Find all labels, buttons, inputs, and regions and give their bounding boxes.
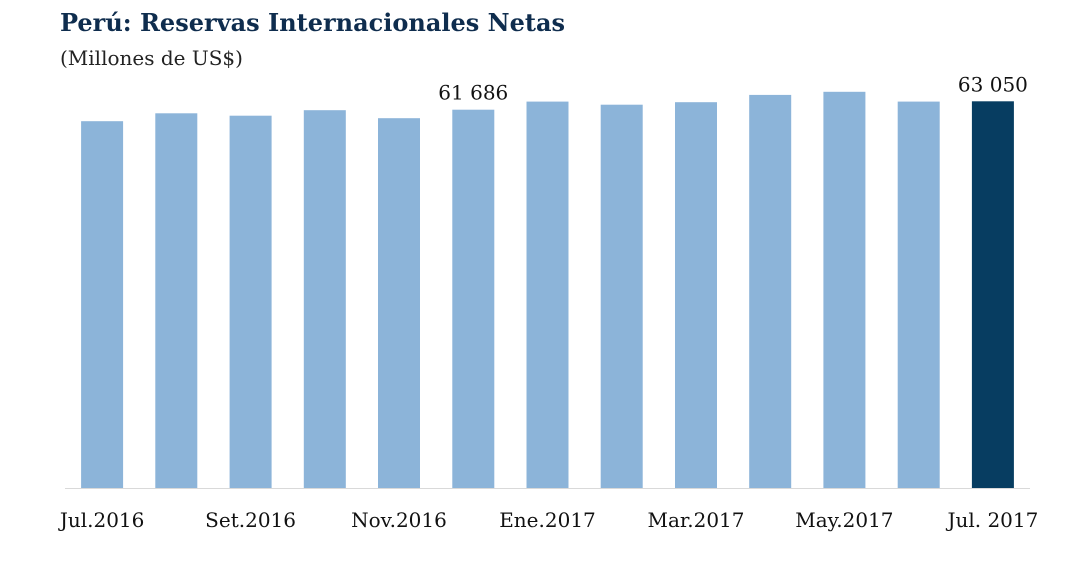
x-tick-label: Mar.2017 [647, 508, 744, 532]
bar-jul-2017 [971, 101, 1014, 489]
bar-oct-2016 [303, 110, 346, 488]
x-tick-label: Jul. 2017 [945, 508, 1038, 532]
data-label: 63 050 [958, 72, 1028, 96]
bar-dic-2016 [452, 109, 495, 488]
bar-set-2016 [229, 115, 272, 488]
data-label: 61 686 [438, 81, 508, 105]
bar-abr-2017 [749, 94, 792, 489]
bar-nov-2016 [378, 118, 420, 488]
x-tick-label: Jul.2016 [58, 508, 145, 532]
bars-group [81, 91, 1014, 489]
x-tick-label: Nov.2016 [351, 508, 447, 532]
x-tick-labels-group: Jul.2016 Set.2016 Nov.2016 Ene.2017 Mar.2017… [58, 508, 1039, 532]
bar-ene-2017 [526, 101, 569, 488]
chart-title: Perú: Reservas Internacionales Netas [60, 8, 566, 37]
bar-mar-2017 [675, 102, 717, 488]
data-labels-group: 61 686 63 050 [438, 72, 1028, 104]
x-tick-label: May.2017 [795, 508, 893, 532]
chart-subtitle: (Millones de US$) [60, 46, 243, 70]
x-tick-label: Set.2016 [205, 508, 296, 532]
x-tick-label: Ene.2017 [499, 508, 596, 532]
bar-jul-2016 [81, 121, 124, 488]
bar-may-2017 [823, 91, 866, 489]
bar-feb-2017 [600, 104, 643, 488]
bar-jun-2017 [897, 101, 940, 488]
bar-ago-2016 [155, 113, 198, 489]
